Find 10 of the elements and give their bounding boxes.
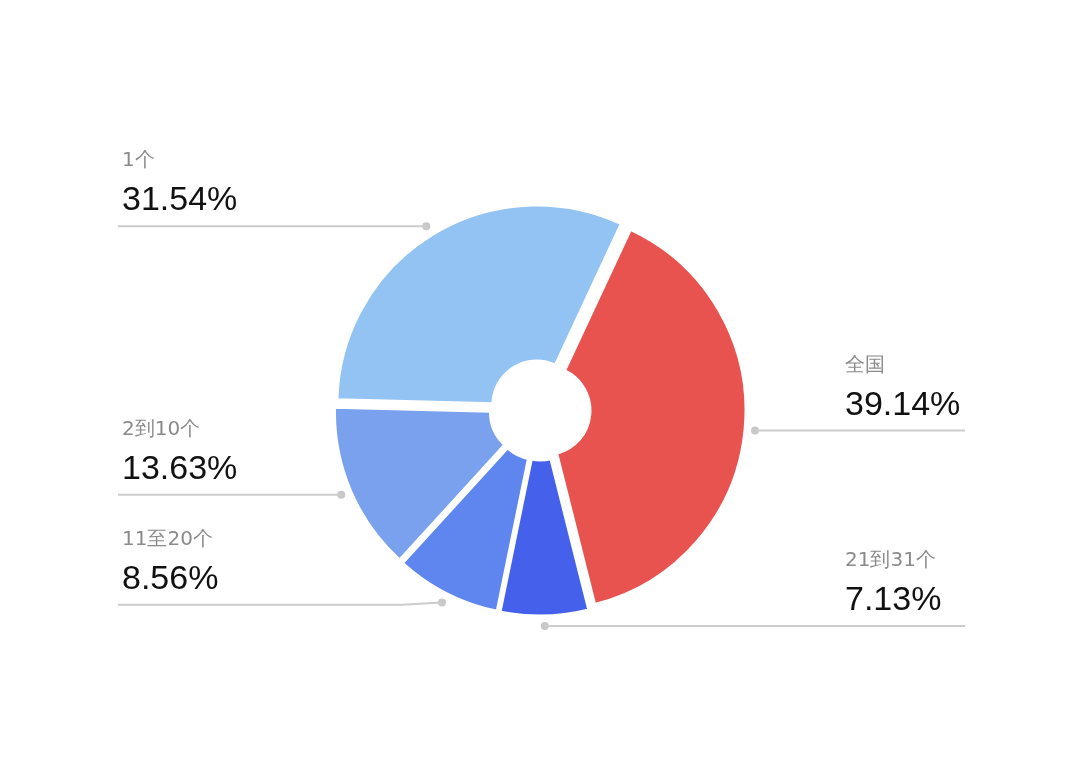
- data-label: 7.13%: [845, 578, 942, 617]
- data-label: 39.14%: [845, 383, 961, 422]
- data-label: 13.63%: [122, 447, 238, 486]
- slice-label: 11至20个: [122, 525, 213, 550]
- slice-label: 2到10个: [122, 415, 201, 440]
- slice-label: 1个: [122, 147, 155, 172]
- slice-label: 全国: [845, 351, 885, 376]
- data-label: 8.56%: [122, 557, 219, 596]
- slice-label: 21到31个: [845, 546, 936, 571]
- data-label: 31.54%: [122, 179, 238, 218]
